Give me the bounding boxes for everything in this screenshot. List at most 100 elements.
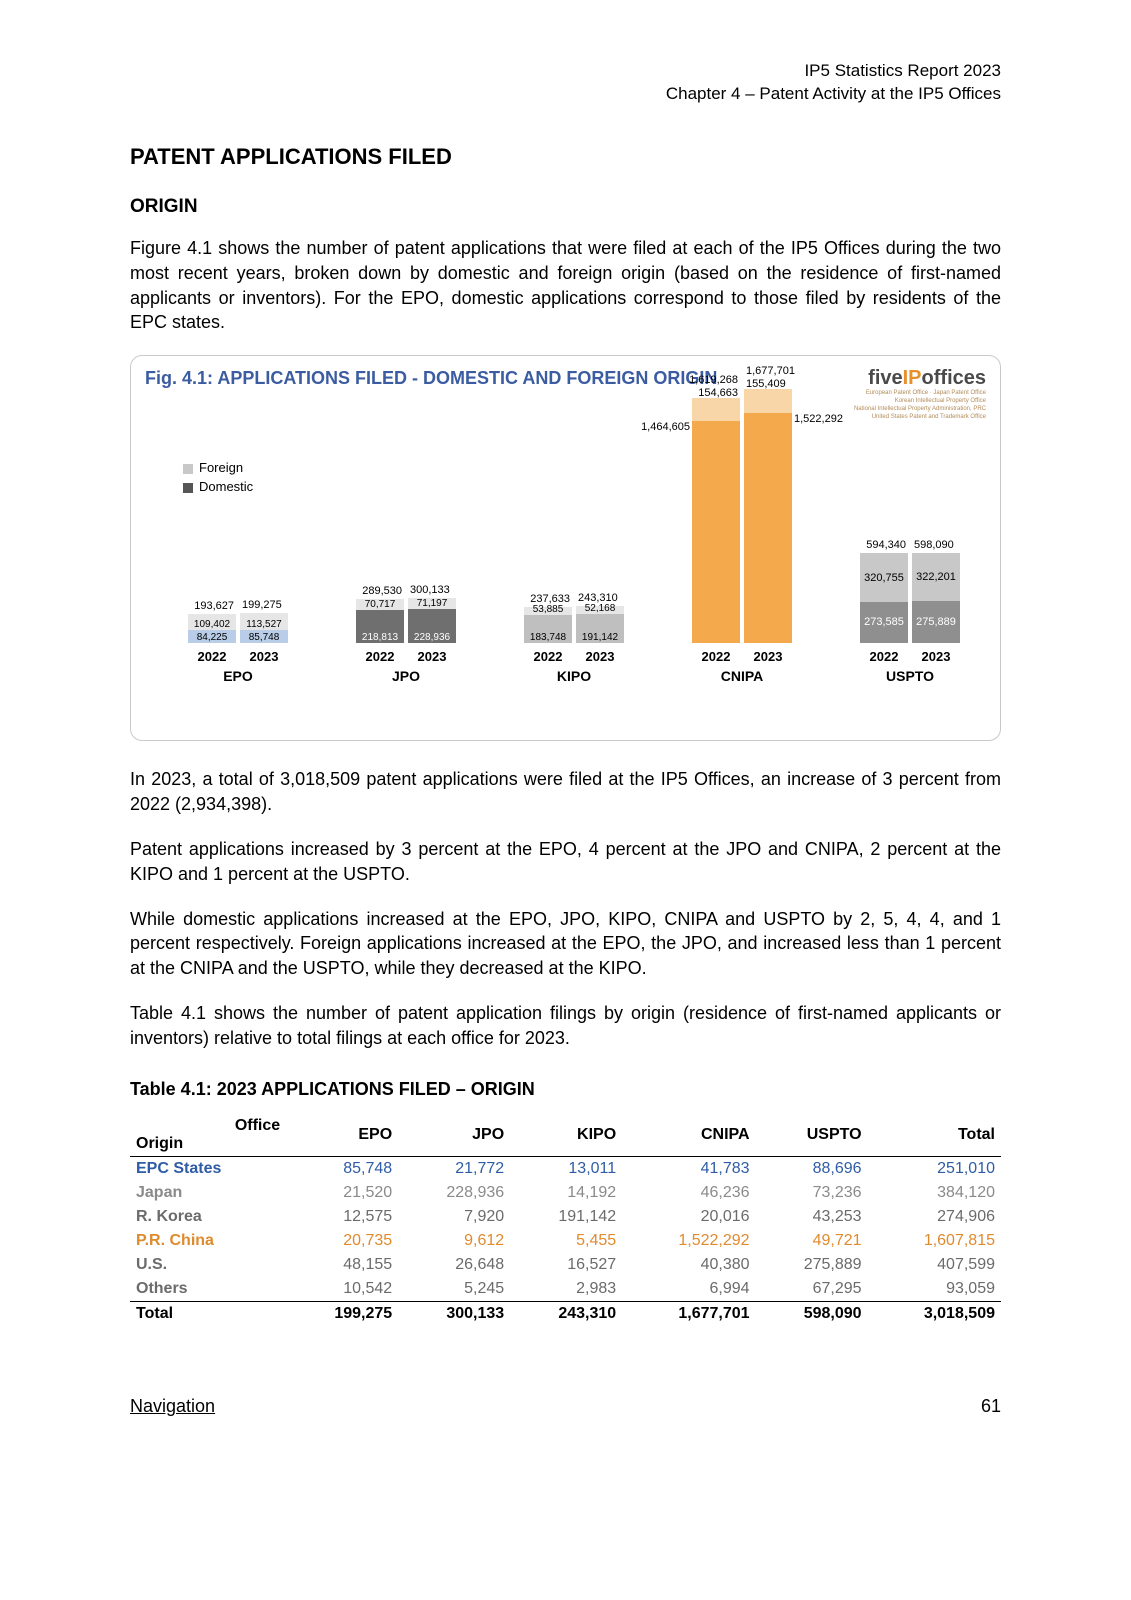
office-label: USPTO: [845, 668, 975, 684]
bar-label-foreign: 154,663: [698, 387, 738, 399]
table-cell: 21,772: [398, 1157, 510, 1182]
table-cell: 10,542: [286, 1277, 398, 1302]
table-column-header: USPTO: [756, 1114, 868, 1157]
table-row: P.R. China20,7359,6125,4551,522,29249,72…: [130, 1229, 1001, 1253]
table-cell: 20,735: [286, 1229, 398, 1253]
paragraph-1: Figure 4.1 shows the number of patent ap…: [130, 236, 1001, 335]
table-row: U.S.48,15526,64816,52740,380275,889407,5…: [130, 1253, 1001, 1277]
row-label: Total: [130, 1302, 286, 1327]
table-cell: 48,155: [286, 1253, 398, 1277]
bar-label-foreign: 320,755: [860, 572, 908, 584]
year-label: 2023: [240, 649, 288, 664]
row-label: P.R. China: [130, 1229, 286, 1253]
year-label: 2022: [524, 649, 572, 664]
paragraph-2: In 2023, a total of 3,018,509 patent app…: [130, 767, 1001, 817]
table-cell: 88,696: [756, 1157, 868, 1182]
year-label: 2023: [912, 649, 960, 664]
bar-label-domestic: 85,748: [240, 632, 288, 643]
chart-group-jpo: 289,53070,717218,813300,13371,197228,936…: [341, 598, 471, 684]
table-cell: 5,455: [510, 1229, 622, 1253]
bar-label-domestic: 183,748: [524, 632, 572, 643]
bar-label-domestic: 273,585: [860, 616, 908, 628]
bar-label-domestic: 84,225: [188, 632, 236, 643]
table-cell: 407,599: [868, 1253, 1001, 1277]
row-label: Others: [130, 1277, 286, 1302]
table-corner-header: OfficeOrigin: [130, 1114, 286, 1157]
table-row: EPC States85,74821,77213,01141,78388,696…: [130, 1157, 1001, 1182]
year-label: 2022: [860, 649, 908, 664]
page-footer: Navigation 61: [130, 1396, 1001, 1417]
paragraph-5: Table 4.1 shows the number of patent app…: [130, 1001, 1001, 1051]
bar-label-domestic: 218,813: [356, 632, 404, 643]
logo-offices: offices: [922, 367, 986, 389]
bar-segment-foreign: [692, 398, 740, 421]
table-cell: 3,018,509: [868, 1302, 1001, 1327]
bar-label-domestic: 275,889: [912, 616, 960, 628]
table-cell: 1,607,815: [868, 1229, 1001, 1253]
bar-cnipa-2022: 1,619,268154,6631,464,605: [692, 398, 740, 643]
figure-4-1: Fig. 4.1: APPLICATIONS FILED - DOMESTIC …: [130, 355, 1001, 741]
chart-group-epo: 193,627109,40284,225199,275113,52785,748…: [173, 613, 303, 684]
year-label: 2022: [188, 649, 236, 664]
table-column-header: EPO: [286, 1114, 398, 1157]
bar-segment-domestic: [692, 421, 740, 643]
table-cell: 251,010: [868, 1157, 1001, 1182]
bar-uspto-2022: 594,340320,755273,585: [860, 553, 908, 643]
table-row: Japan21,520228,93614,19246,23673,236384,…: [130, 1181, 1001, 1205]
table-cell: 191,142: [510, 1205, 622, 1229]
table-cell: 228,936: [398, 1181, 510, 1205]
bar-jpo-2023: 300,13371,197228,936: [408, 598, 456, 643]
table-cell: 46,236: [622, 1181, 755, 1205]
bar-label-total: 199,275: [242, 599, 282, 611]
table-cell: 73,236: [756, 1181, 868, 1205]
chart-group-cnipa: 1,619,268154,6631,464,6051,677,701155,40…: [677, 389, 807, 684]
bar-label-foreign: 109,402: [188, 619, 236, 630]
bar-label-foreign: 52,168: [576, 603, 624, 614]
table-4-1: OfficeOriginEPOJPOKIPOCNIPAUSPTOTotal EP…: [130, 1114, 1001, 1327]
table-cell: 85,748: [286, 1157, 398, 1182]
chart-title: Fig. 4.1: APPLICATIONS FILED - DOMESTIC …: [145, 368, 717, 389]
table-cell: 12,575: [286, 1205, 398, 1229]
bar-label-total: 598,090: [914, 539, 954, 551]
bar-label-domestic: 228,936: [408, 632, 456, 643]
bar-kipo-2023: 243,31052,168191,142: [576, 606, 624, 643]
bar-segment-domestic: [744, 413, 792, 643]
table-cell: 275,889: [756, 1253, 868, 1277]
navigation-link[interactable]: Navigation: [130, 1396, 215, 1417]
page-number: 61: [981, 1396, 1001, 1417]
year-label: 2023: [744, 649, 792, 664]
chart-group-uspto: 594,340320,755273,585598,090322,201275,8…: [845, 553, 975, 685]
bar-label-domestic: 191,142: [576, 632, 624, 643]
table-cell: 243,310: [510, 1302, 622, 1327]
table-cell: 21,520: [286, 1181, 398, 1205]
row-label: R. Korea: [130, 1205, 286, 1229]
table-cell: 16,527: [510, 1253, 622, 1277]
bar-epo-2023: 199,275113,52785,748: [240, 613, 288, 643]
bar-label-foreign: 155,409: [746, 378, 786, 390]
table-cell: 41,783: [622, 1157, 755, 1182]
bar-label-total: 594,340: [866, 539, 906, 551]
bar-label-total: 300,133: [410, 584, 450, 596]
table-cell: 20,016: [622, 1205, 755, 1229]
bar-label-total: 289,530: [362, 585, 402, 597]
table-cell: 6,994: [622, 1277, 755, 1302]
office-label: KIPO: [509, 668, 639, 684]
paragraph-3: Patent applications increased by 3 perce…: [130, 837, 1001, 887]
bar-label-foreign: 322,201: [912, 571, 960, 583]
table-cell: 93,059: [868, 1277, 1001, 1302]
bar-kipo-2022: 237,63353,885183,748: [524, 607, 572, 643]
bar-uspto-2023: 598,090322,201275,889: [912, 553, 960, 644]
section-title: ORIGIN: [130, 196, 1001, 218]
table-cell: 199,275: [286, 1302, 398, 1327]
office-label: JPO: [341, 668, 471, 684]
logo-ip: IP: [903, 367, 922, 389]
year-label: 2022: [692, 649, 740, 664]
bar-epo-2022: 193,627109,40284,225: [188, 614, 236, 643]
bar-label-foreign: 70,717: [356, 599, 404, 610]
table-column-header: JPO: [398, 1114, 510, 1157]
bar-label-domestic: 1,522,292: [794, 413, 843, 425]
office-label: EPO: [173, 668, 303, 684]
office-label: CNIPA: [677, 668, 807, 684]
table-cell: 9,612: [398, 1229, 510, 1253]
header-line2: Chapter 4 – Patent Activity at the IP5 O…: [130, 83, 1001, 106]
